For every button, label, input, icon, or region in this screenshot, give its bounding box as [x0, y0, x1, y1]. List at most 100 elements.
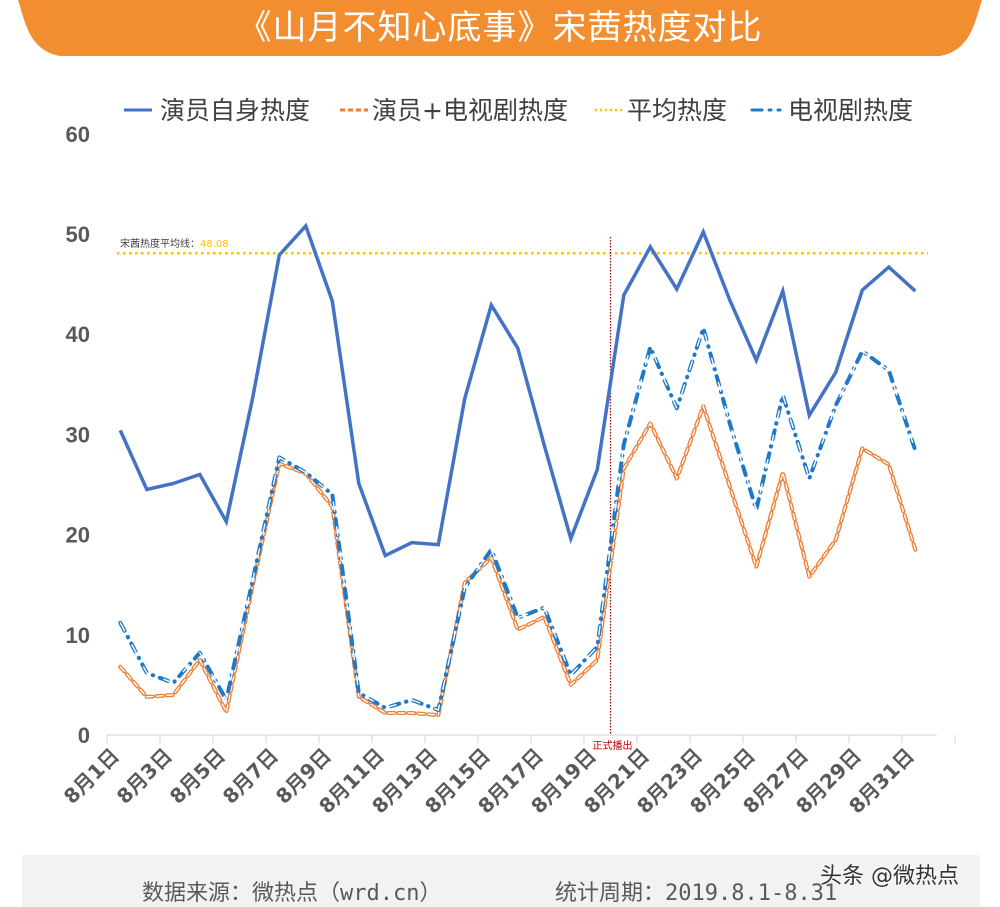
- point-self: [516, 346, 520, 350]
- point-self: [701, 230, 705, 234]
- x-tick-label: 8月5日: [165, 744, 230, 809]
- point-self: [410, 541, 414, 545]
- point-combined: [277, 461, 281, 465]
- point-self: [251, 395, 255, 399]
- point-self: [781, 289, 785, 293]
- point-combined: [728, 485, 732, 489]
- y-tick-label: 20: [66, 523, 90, 548]
- point-self: [807, 413, 811, 417]
- point-self: [436, 543, 440, 547]
- point-combined: [436, 713, 440, 717]
- point-drama: [489, 548, 493, 552]
- point-drama: [781, 393, 785, 397]
- point-drama: [463, 586, 467, 590]
- title-banner-shape: [18, 0, 982, 56]
- point-drama: [728, 421, 732, 425]
- premiere-marker-label: 正式播出: [593, 739, 633, 752]
- series-self-line: [118, 222, 917, 559]
- point-combined: [410, 711, 414, 715]
- legend-label-3: 平均热度: [627, 96, 727, 125]
- watermark: 头条 @微热点: [820, 864, 959, 889]
- point-combined: [463, 581, 467, 585]
- point-combined: [198, 658, 202, 662]
- point-combined: [887, 462, 891, 466]
- point-drama: [675, 406, 679, 410]
- point-drama: [304, 470, 308, 474]
- point-combined: [701, 404, 705, 408]
- point-drama: [277, 455, 281, 459]
- point-combined: [595, 658, 599, 662]
- point-combined: [489, 556, 493, 560]
- point-drama: [595, 645, 599, 649]
- point-self: [198, 472, 202, 476]
- point-drama: [145, 671, 149, 675]
- y-tick-label: 40: [66, 322, 90, 347]
- point-self: [357, 481, 361, 485]
- data-source-text: 数据来源：微热点（wrd.cn）: [142, 881, 442, 906]
- point-combined: [834, 538, 838, 542]
- point-self: [330, 299, 334, 303]
- point-drama: [357, 691, 361, 695]
- x-tick-label: 8月3日: [112, 744, 177, 809]
- point-drama: [648, 345, 652, 349]
- point-combined: [675, 476, 679, 480]
- point-combined: [754, 565, 758, 569]
- point-combined: [251, 583, 255, 587]
- series-drama-line-inner: [119, 325, 916, 711]
- point-combined: [516, 628, 520, 632]
- point-combined: [569, 683, 573, 687]
- point-combined: [145, 695, 149, 699]
- point-drama: [807, 476, 811, 480]
- point-self: [648, 245, 652, 249]
- y-tick-label: 10: [66, 623, 90, 648]
- point-self: [675, 287, 679, 291]
- point-self: [463, 396, 467, 400]
- point-self: [595, 467, 599, 471]
- point-drama: [383, 706, 387, 710]
- point-self: [171, 481, 175, 485]
- point-self: [489, 303, 493, 307]
- point-combined: [171, 693, 175, 697]
- point-self: [145, 488, 149, 492]
- y-tick-label: 0: [78, 723, 90, 748]
- point-drama: [860, 349, 864, 353]
- point-drama: [224, 698, 228, 702]
- point-drama: [887, 368, 891, 372]
- point-combined: [357, 695, 361, 699]
- point-drama: [118, 621, 122, 625]
- point-drama: [569, 673, 573, 677]
- point-combined: [118, 665, 122, 669]
- y-tick-label: 30: [66, 422, 90, 447]
- point-self: [887, 265, 891, 269]
- legend-label-4: 电视剧热度: [788, 96, 913, 125]
- line-chart: 01020304050608月1日8月3日8月5日8月7日8月9日8月11日8月…: [59, 96, 956, 818]
- point-self: [622, 293, 626, 297]
- point-combined: [648, 421, 652, 425]
- legend-label-2: 演员+电视剧热度: [372, 96, 568, 125]
- point-self: [754, 358, 758, 362]
- point-combined: [330, 505, 334, 509]
- average-line-label: 宋茜热度平均线：48.08: [120, 237, 229, 250]
- chart-title: 《山月不知心底事》宋茜热度对比: [237, 8, 763, 48]
- point-self: [569, 537, 573, 541]
- point-drama: [542, 606, 546, 610]
- point-drama: [701, 326, 705, 330]
- point-combined: [224, 710, 228, 714]
- point-combined: [542, 615, 546, 619]
- point-drama: [834, 403, 838, 407]
- y-tick-label: 60: [66, 122, 90, 147]
- point-drama: [330, 493, 334, 497]
- legend-label-1: 演员自身热度: [160, 96, 310, 125]
- y-tick-label: 50: [66, 222, 90, 247]
- point-self: [834, 370, 838, 374]
- point-self: [277, 253, 281, 257]
- point-drama: [171, 681, 175, 685]
- point-combined: [807, 575, 811, 579]
- point-combined: [860, 446, 864, 450]
- point-drama: [913, 448, 917, 452]
- point-combined: [622, 466, 626, 470]
- x-tick-label: 8月1日: [59, 744, 124, 809]
- point-drama: [754, 508, 758, 512]
- point-combined: [913, 548, 917, 552]
- point-combined: [383, 711, 387, 715]
